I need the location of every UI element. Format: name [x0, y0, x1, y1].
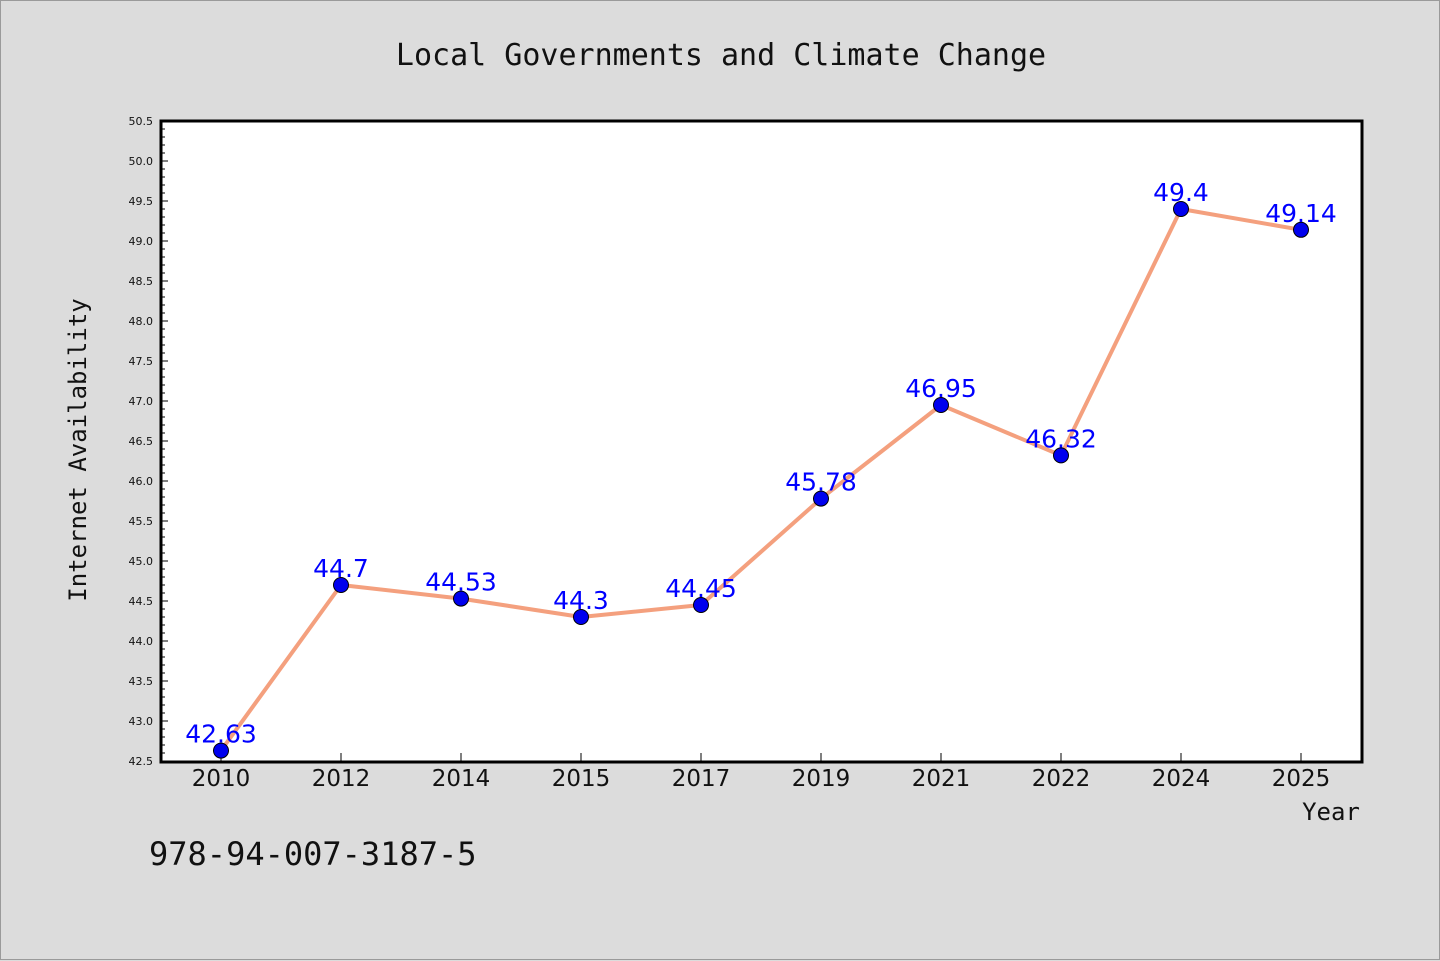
x-tick-label: 2012 — [312, 766, 371, 792]
y-tick-label: 49.0 — [129, 235, 154, 248]
footnote-isbn: 978-94-007-3187-5 — [149, 835, 477, 873]
y-tick-label: 42.5 — [129, 755, 154, 768]
x-axis: 2010 2012 2014 2015 2017 2019 2021 2022 2024 2025 — [192, 753, 1331, 792]
data-point — [573, 609, 589, 625]
data-point — [933, 397, 949, 413]
y-tick-label: 50.5 — [129, 115, 154, 128]
y-tick-label: 45.0 — [129, 555, 154, 568]
data-label: 42.63 — [185, 720, 257, 749]
y-tick-label: 44.5 — [129, 595, 154, 608]
data-label: 44.45 — [665, 574, 737, 603]
data-point — [1293, 221, 1309, 238]
data-point — [453, 590, 469, 607]
data-label: 46.32 — [1025, 424, 1097, 453]
chart-title: Local Governments and Climate Change — [396, 38, 1046, 73]
y-tick-label: 49.5 — [129, 195, 154, 208]
data-point — [813, 490, 829, 507]
data-label: 46.95 — [905, 374, 977, 403]
data-label: 49.4 — [1153, 178, 1209, 207]
y-tick-label: 46.5 — [129, 435, 154, 448]
y-tick-label: 43.5 — [129, 675, 154, 688]
x-tick-label: 2010 — [192, 766, 251, 792]
y-tick-label: 48.5 — [129, 275, 154, 288]
y-axis-label: Internet Availability — [64, 298, 92, 601]
y-axis: 42.5 43.0 43.5 44.0 44.5 45.0 45.5 46.0 46.5 47.0… — [129, 115, 168, 768]
data-point — [1053, 447, 1069, 464]
x-tick-label: 2025 — [1272, 766, 1331, 792]
x-tick-label: 2022 — [1032, 766, 1091, 792]
y-tick-label: 48.0 — [129, 315, 154, 328]
x-axis-label: Year — [1302, 798, 1360, 826]
data-label: 44.3 — [553, 586, 609, 615]
data-point — [213, 742, 229, 759]
data-point — [333, 577, 349, 593]
series-markers-group — [213, 201, 1309, 759]
data-label: 44.7 — [313, 554, 369, 583]
y-tick-label: 46.0 — [129, 475, 154, 488]
y-tick-label: 50.0 — [129, 155, 154, 168]
x-tick-label: 2017 — [672, 766, 731, 792]
plot-area — [159, 119, 1364, 764]
data-labels-group: 42.63 44.7 44.53 44.3 44.45 45.78 46.95 46.32 49… — [185, 178, 1337, 749]
x-tick-label: 2015 — [552, 766, 611, 792]
x-tick-label: 2021 — [912, 766, 971, 792]
y-tick-label: 44.0 — [129, 635, 154, 648]
data-label: 44.53 — [425, 568, 497, 597]
series-line — [219, 207, 1302, 752]
data-point — [1173, 201, 1189, 217]
data-label: 49.14 — [1265, 199, 1337, 228]
y-tick-label: 43.0 — [129, 715, 154, 728]
x-tick-label: 2014 — [432, 766, 491, 792]
data-label: 45.78 — [785, 468, 857, 497]
x-tick-label: 2019 — [792, 766, 851, 792]
data-point — [693, 597, 709, 613]
y-tick-label: 47.5 — [129, 355, 154, 368]
y-tick-label: 45.5 — [129, 515, 154, 528]
series-line-group — [219, 207, 1302, 752]
x-tick-label: 2024 — [1152, 766, 1211, 792]
y-tick-label: 47.0 — [129, 395, 154, 408]
